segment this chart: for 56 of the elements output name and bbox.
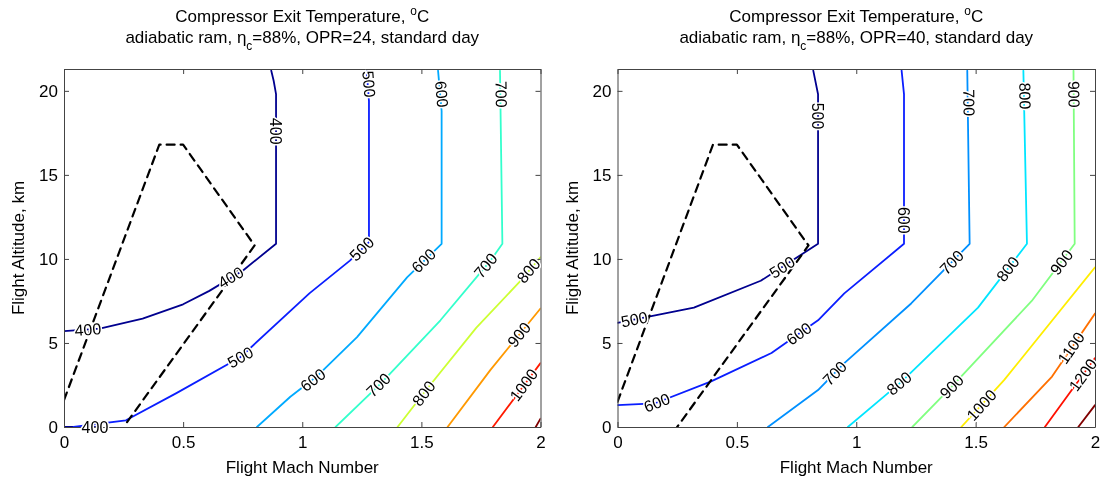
annotation: 600: [783, 319, 815, 349]
annotation: 900: [1046, 246, 1077, 279]
y-tick-label: 10: [39, 249, 58, 269]
chart-subtitle: adiabatic ram, η$_{c}$=88%, OPR=24, standard day: [125, 28, 480, 53]
annotation: 700: [470, 249, 501, 282]
annotation: 700: [960, 89, 978, 117]
annotation: 800: [513, 255, 544, 287]
y-tick-label: 15: [39, 165, 58, 185]
y-tick-label: 20: [39, 81, 58, 101]
x-tick-label: 0.5: [171, 433, 196, 453]
annotation: 500: [359, 70, 379, 99]
y-axis-title: Flight Altitude, km: [562, 180, 582, 316]
annotation: 700: [363, 369, 395, 401]
y-tick-label: 20: [592, 81, 612, 101]
annotation: 800: [883, 368, 916, 399]
annotation: 400: [267, 117, 285, 145]
x-tick-label: 2: [536, 433, 546, 453]
x-axis-title: Flight Mach Number: [225, 458, 380, 477]
annotation: 900: [936, 371, 968, 403]
x-axis-title: Flight Mach Number: [779, 458, 934, 477]
chart-title: Compressor Exit Temperature, $^{o}$C: [175, 4, 430, 26]
y-tick-label: 15: [592, 165, 612, 185]
annotation: 500: [619, 308, 650, 331]
annotation: 900: [1065, 80, 1083, 108]
annotation: 800: [1016, 82, 1034, 110]
annotation: 500: [766, 252, 799, 282]
annotation: 600: [641, 389, 673, 416]
annotation: 900: [504, 318, 535, 351]
x-tick-label: 2: [1090, 433, 1101, 453]
annotation: 500: [346, 233, 378, 265]
annotation: 600: [431, 80, 452, 109]
annotation: 600: [408, 245, 440, 277]
annotation: 500: [809, 102, 827, 130]
annotation: 800: [993, 253, 1023, 285]
y-tick-label: 0: [602, 417, 612, 437]
annotation: 500: [224, 343, 257, 372]
chart-subtitle: adiabatic ram, η$_{c}$=88%, OPR=40, standard day: [679, 28, 1034, 53]
annotation: 700: [819, 357, 851, 389]
annotation: 400: [215, 263, 247, 292]
annotation: 600: [895, 206, 913, 234]
annotation: 800: [408, 377, 439, 410]
x-tick-label: 1: [852, 433, 862, 453]
y-tick-label: 0: [48, 417, 58, 437]
annotation: 700: [492, 80, 510, 108]
y-tick-label: 5: [602, 333, 612, 353]
x-tick-label: 1.5: [410, 433, 434, 453]
chart-title: Compressor Exit Temperature, $^{o}$C: [729, 4, 984, 26]
y-tick-label: 5: [48, 333, 58, 353]
annotation: 700: [936, 246, 968, 278]
x-tick-label: 0.5: [725, 433, 750, 453]
annotation: 600: [297, 365, 329, 395]
x-tick-label: 1.5: [964, 433, 988, 453]
y-tick-label: 10: [592, 249, 612, 269]
annotation: 400: [73, 320, 102, 340]
y-axis-title: Flight Altitude, km: [9, 180, 28, 316]
x-tick-label: 1: [298, 433, 308, 453]
